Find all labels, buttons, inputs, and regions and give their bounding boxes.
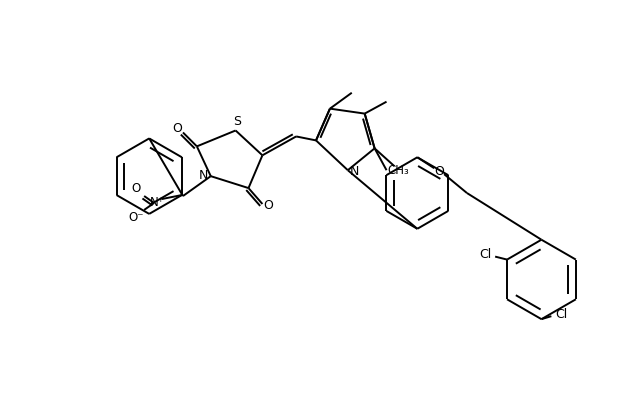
Text: O: O [263,199,273,213]
Text: O⁻: O⁻ [128,211,144,224]
Text: N⁺: N⁺ [149,197,165,209]
Text: S: S [233,115,242,128]
Text: Cl: Cl [555,308,567,321]
Text: O: O [434,165,444,178]
Text: CH₃: CH₃ [388,164,410,177]
Text: N: N [199,169,208,181]
Text: Cl: Cl [479,248,491,261]
Text: O: O [131,181,141,195]
Text: N: N [350,165,360,178]
Text: O: O [172,122,182,135]
